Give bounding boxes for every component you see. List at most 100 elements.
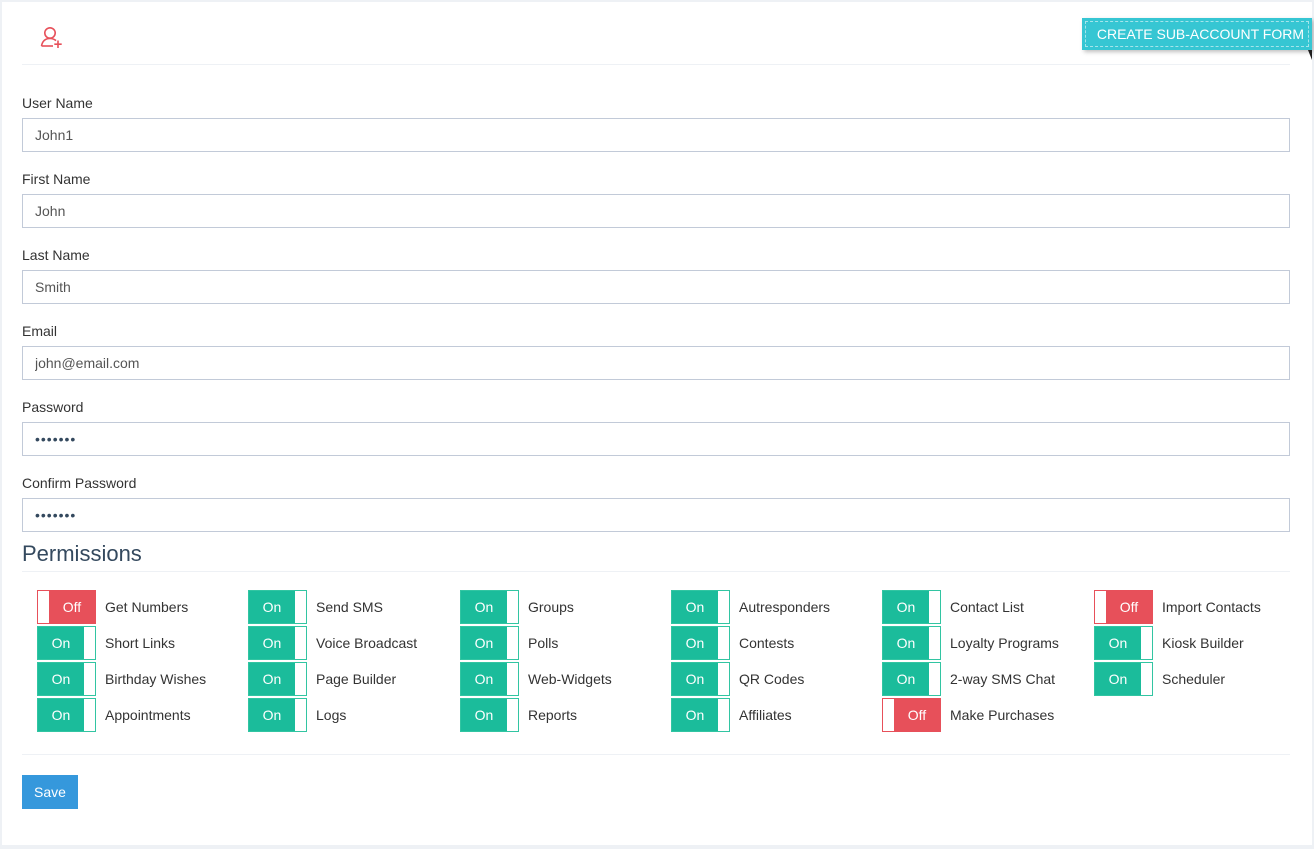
username-group: User Name — [22, 94, 1290, 152]
permission-label: Send SMS — [316, 599, 383, 615]
footer-divider — [22, 754, 1290, 755]
permission-row: On Short Links On Voice Broadcast On Polls On C… — [37, 626, 1307, 662]
permission-autresponders: On Autresponders — [671, 590, 830, 626]
permission-row: Off Get Numbers On Send SMS On Groups On Autres… — [37, 590, 1307, 626]
toggle-state: On — [249, 591, 295, 623]
toggle-autresponders[interactable]: On — [671, 590, 730, 624]
toggle-birthday-wishes[interactable]: On — [37, 662, 96, 696]
toggle-state: On — [883, 663, 929, 695]
last-name-label: Last Name — [22, 247, 90, 263]
permission-label: Voice Broadcast — [316, 635, 418, 651]
permission-birthday-wishes: On Birthday Wishes — [37, 662, 206, 698]
toggle-get-numbers[interactable]: Off — [37, 590, 96, 624]
permission-label: Scheduler — [1162, 671, 1226, 687]
toggle-import-contacts[interactable]: Off — [1094, 590, 1153, 624]
permission-short-links: On Short Links — [37, 626, 175, 662]
ribbon-fold — [1308, 50, 1312, 60]
permission-label: Loyalty Programs — [950, 635, 1059, 651]
permission-affiliates: On Affiliates — [671, 698, 792, 734]
toggle-page-builder[interactable]: On — [248, 662, 307, 696]
permission-appointments: On Appointments — [37, 698, 191, 734]
permission-label: Reports — [528, 707, 578, 723]
permission-loyalty-programs: On Loyalty Programs — [882, 626, 1059, 662]
toggle-groups[interactable]: On — [460, 590, 519, 624]
ribbon-label: CREATE SUB-ACCOUNT FORM — [1096, 26, 1304, 42]
email-label: Email — [22, 323, 58, 339]
permission-label: Page Builder — [316, 671, 397, 687]
toggle-web-widgets[interactable]: On — [460, 662, 519, 696]
first-name-input[interactable] — [22, 194, 1290, 228]
toggle-state: On — [1095, 663, 1141, 695]
toggle-send-sms[interactable]: On — [248, 590, 307, 624]
toggle-state: On — [461, 627, 507, 659]
toggle-state: On — [461, 699, 507, 731]
toggle-affiliates[interactable]: On — [671, 698, 730, 732]
toggle-2-way-sms-chat[interactable]: On — [882, 662, 941, 696]
permission-label: Make Purchases — [950, 707, 1055, 723]
permission-scheduler: On Scheduler — [1094, 662, 1225, 698]
form-title-ribbon: CREATE SUB-ACCOUNT FORM — [1081, 18, 1312, 50]
permission-groups: On Groups — [460, 590, 574, 626]
toggle-state: Off — [49, 591, 95, 623]
permission-2-way-sms-chat: On 2-way SMS Chat — [882, 662, 1055, 698]
toggle-qr-codes[interactable]: On — [671, 662, 730, 696]
toggle-state: On — [672, 627, 718, 659]
toggle-contact-list[interactable]: On — [882, 590, 941, 624]
username-input[interactable] — [22, 118, 1290, 152]
confirm-password-input[interactable] — [22, 498, 1290, 532]
permissions-grid: Off Get Numbers On Send SMS On Groups On Autres… — [37, 590, 1307, 734]
toggle-state: On — [883, 627, 929, 659]
toggle-state: On — [38, 699, 84, 731]
password-input[interactable] — [22, 422, 1290, 456]
first-name-label: First Name — [22, 171, 91, 187]
permission-label: Import Contacts — [1162, 599, 1261, 615]
toggle-state: On — [1095, 627, 1141, 659]
permission-voice-broadcast: On Voice Broadcast — [248, 626, 417, 662]
permission-label: QR Codes — [739, 671, 805, 687]
password-group: Password — [22, 398, 1290, 456]
permission-label: Birthday Wishes — [105, 671, 207, 687]
permission-import-contacts: Off Import Contacts — [1094, 590, 1261, 626]
toggle-short-links[interactable]: On — [37, 626, 96, 660]
permission-kiosk-builder: On Kiosk Builder — [1094, 626, 1244, 662]
permission-reports: On Reports — [460, 698, 577, 734]
toggle-reports[interactable]: On — [460, 698, 519, 732]
toggle-state: On — [249, 663, 295, 695]
toggle-voice-broadcast[interactable]: On — [248, 626, 307, 660]
toggle-state: On — [672, 591, 718, 623]
toggle-state: On — [672, 663, 718, 695]
permission-contact-list: On Contact List — [882, 590, 1024, 626]
email-input[interactable] — [22, 346, 1290, 380]
toggle-appointments[interactable]: On — [37, 698, 96, 732]
panel-header — [22, 2, 1290, 65]
account-form: User Name First Name Last Name Email Pas… — [22, 94, 1290, 550]
permission-label: Kiosk Builder — [1162, 635, 1244, 651]
toggle-make-purchases[interactable]: Off — [882, 698, 941, 732]
permission-label: Affiliates — [739, 707, 792, 723]
email-group: Email — [22, 322, 1290, 380]
toggle-kiosk-builder[interactable]: On — [1094, 626, 1153, 660]
toggle-state: On — [38, 627, 84, 659]
permission-label: Appointments — [105, 707, 191, 723]
permission-label: 2-way SMS Chat — [950, 671, 1056, 687]
last-name-group: Last Name — [22, 246, 1290, 304]
save-button[interactable]: Save — [22, 775, 78, 809]
permission-label: Short Links — [105, 635, 176, 651]
toggle-scheduler[interactable]: On — [1094, 662, 1153, 696]
toggle-contests[interactable]: On — [671, 626, 730, 660]
password-label: Password — [22, 399, 84, 415]
permission-web-widgets: On Web-Widgets — [460, 662, 612, 698]
toggle-polls[interactable]: On — [460, 626, 519, 660]
permission-label: Contests — [739, 635, 795, 651]
last-name-input[interactable] — [22, 270, 1290, 304]
permission-label: Get Numbers — [105, 599, 189, 615]
toggle-loyalty-programs[interactable]: On — [882, 626, 941, 660]
permission-send-sms: On Send SMS — [248, 590, 383, 626]
toggle-logs[interactable]: On — [248, 698, 307, 732]
permission-polls: On Polls — [460, 626, 558, 662]
toggle-state: On — [672, 699, 718, 731]
toggle-state: Off — [894, 699, 940, 731]
permission-label: Logs — [316, 707, 347, 723]
permission-row: On Appointments On Logs On Reports On Affiliate… — [37, 698, 1307, 734]
